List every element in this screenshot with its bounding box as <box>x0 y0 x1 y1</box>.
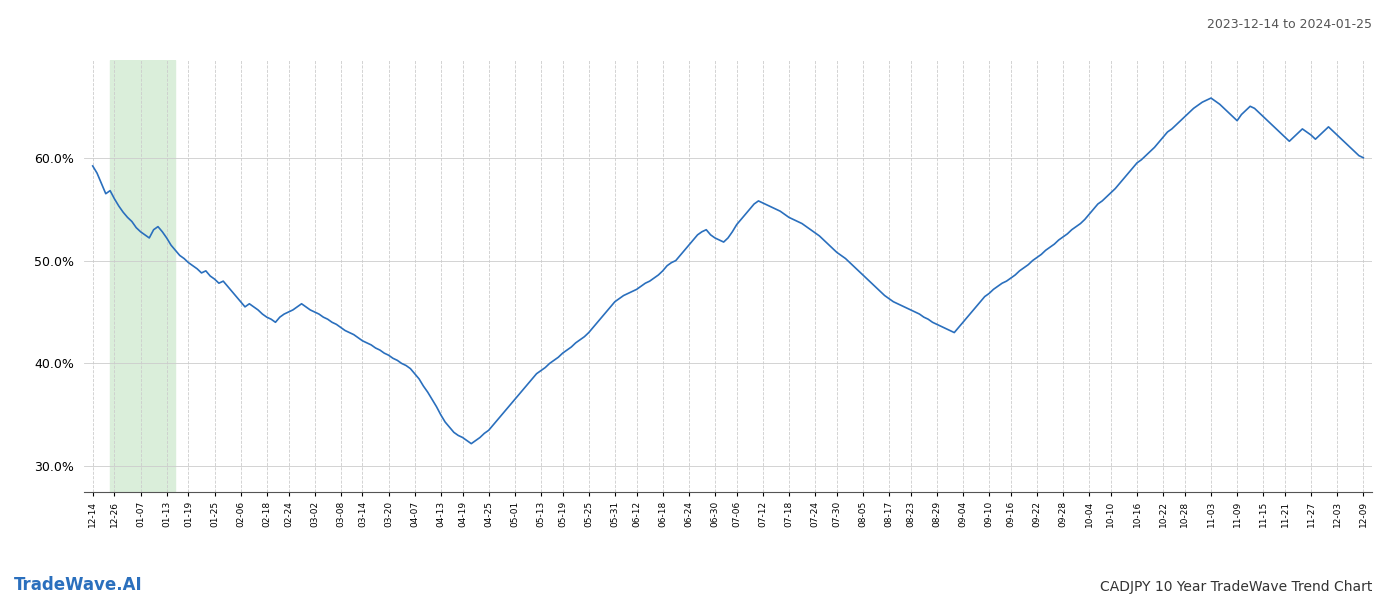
Text: CADJPY 10 Year TradeWave Trend Chart: CADJPY 10 Year TradeWave Trend Chart <box>1099 580 1372 594</box>
Text: 2023-12-14 to 2024-01-25: 2023-12-14 to 2024-01-25 <box>1207 18 1372 31</box>
Text: TradeWave.AI: TradeWave.AI <box>14 576 143 594</box>
Bar <box>111 60 175 492</box>
